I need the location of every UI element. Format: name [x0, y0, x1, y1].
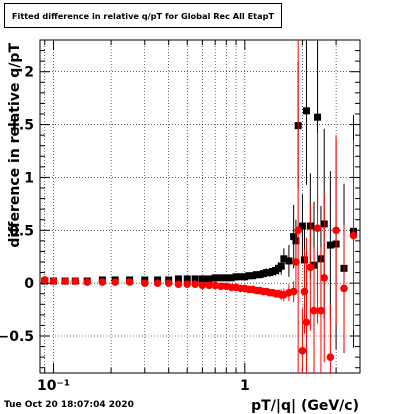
data-point	[183, 275, 191, 283]
data-point	[285, 257, 293, 265]
footer-timestamp: Tue Oct 20 18:07:04 2020	[4, 400, 134, 410]
data-point	[222, 274, 230, 282]
data-point	[349, 231, 358, 240]
data-point	[49, 277, 58, 285]
plot-frame	[39, 39, 361, 374]
data-point	[313, 224, 322, 232]
series-1	[40, 40, 358, 373]
data-point	[227, 274, 235, 282]
data-point	[249, 272, 257, 280]
data-point	[211, 274, 219, 282]
data-point	[40, 276, 49, 284]
data-point	[191, 275, 199, 283]
y-tick-label: 1.5	[9, 118, 34, 134]
chart-title-text: Fitted difference in relative q/pT for G…	[11, 10, 275, 21]
x-tick-label: 1	[240, 378, 250, 394]
axes	[39, 39, 361, 374]
data-point	[198, 275, 206, 283]
data-point	[174, 275, 182, 283]
tick-labels: −0.5 0 0.5 1 1.5 2 10⁻¹ 1	[0, 65, 250, 394]
data-point	[211, 281, 219, 290]
x-axis-label: pT/|q| (GeV/c)	[251, 398, 359, 414]
data-point	[164, 279, 173, 287]
data-point	[280, 255, 288, 263]
x-tick-label: 10⁻¹	[37, 378, 70, 394]
data-point	[98, 278, 107, 286]
data-point	[237, 273, 245, 281]
data-point	[232, 273, 240, 281]
data-point	[302, 318, 311, 327]
data-point	[183, 280, 192, 289]
data-point	[140, 279, 149, 287]
data-point	[83, 278, 91, 286]
data-point	[302, 107, 310, 115]
chart-title: Fitted difference in relative q/pT for G…	[4, 3, 282, 28]
y-tick-label: 0.5	[9, 223, 34, 239]
data-point	[125, 278, 134, 286]
data-point	[314, 113, 322, 121]
data-point	[205, 281, 213, 290]
data-point	[310, 306, 318, 315]
data-point	[252, 271, 260, 279]
data-point	[245, 272, 253, 280]
data-point	[332, 226, 340, 235]
data-point	[198, 281, 207, 290]
data-point	[61, 277, 69, 285]
y-tick-label: 1	[24, 170, 34, 186]
data-point	[205, 275, 213, 283]
series-0	[41, 40, 358, 353]
y-tick-label: 2	[24, 65, 34, 81]
tick-marks	[40, 40, 361, 373]
grid-lines	[40, 40, 361, 373]
data-point	[298, 222, 306, 230]
y-tick-label: −0.5	[0, 329, 34, 345]
data-point	[300, 287, 309, 296]
data-point	[174, 280, 183, 289]
data-point	[277, 262, 285, 270]
data-point	[294, 226, 302, 235]
y-axis-label: difference in relative q/pT	[7, 43, 23, 248]
data-point	[326, 241, 334, 249]
data-point	[71, 277, 80, 285]
data-point	[326, 353, 335, 361]
data-point	[217, 274, 225, 282]
data-point	[290, 233, 298, 241]
data-point	[153, 279, 162, 287]
data-point	[111, 278, 119, 286]
data-point	[191, 280, 199, 289]
y-tick-label: 0	[24, 276, 34, 292]
data-point	[217, 282, 225, 291]
series-layer	[40, 40, 358, 373]
data-point	[306, 263, 315, 272]
data-point	[317, 306, 325, 315]
data-point	[241, 273, 249, 281]
data-point	[340, 284, 348, 293]
data-point	[298, 347, 307, 355]
data-point	[320, 274, 329, 282]
